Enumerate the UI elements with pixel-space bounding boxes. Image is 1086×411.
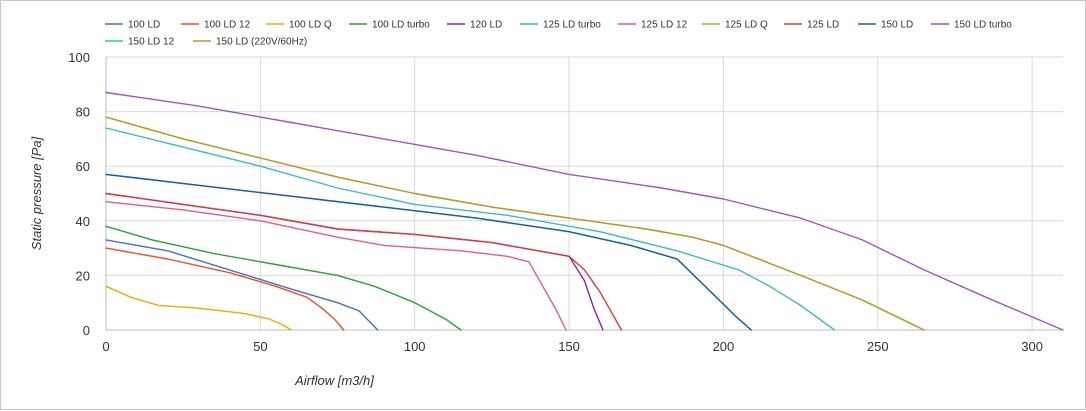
- legend-item[interactable]: 125 LD Q: [702, 20, 768, 31]
- legend-label: 125 LD turbo: [543, 20, 601, 31]
- grid-lines: [105, 56, 1063, 331]
- series-line-8[interactable]: [105, 192, 623, 331]
- x-tick-label: 250: [867, 339, 889, 354]
- x-tick-label: 50: [253, 339, 267, 354]
- legend-label: 120 LD: [470, 20, 502, 31]
- series-line-3[interactable]: [105, 225, 462, 331]
- legend[interactable]: 100 LD 100 LD 12 100 LD Q 100 LD turbo 120 L…: [105, 20, 1012, 48]
- legend-item[interactable]: 150 LD: [858, 20, 913, 31]
- legend-label: 100 LD Q: [289, 20, 332, 31]
- legend-item[interactable]: 125 LD turbo: [520, 20, 601, 31]
- legend-item[interactable]: 150 LD 12: [105, 37, 175, 48]
- y-tick-label: 80: [76, 105, 90, 120]
- series-line-6[interactable]: [105, 200, 567, 331]
- legend-label: 150 LD (220V/60Hz): [216, 37, 307, 48]
- legend-label: 125 LD 12: [641, 20, 688, 31]
- x-tick-label: 200: [713, 339, 735, 354]
- legend-item[interactable]: 125 LD 12: [618, 20, 688, 31]
- y-tick-label: 20: [76, 268, 90, 283]
- x-axis-title: Airflow [m3/h]: [294, 373, 374, 388]
- legend-label: 125 LD: [807, 20, 839, 31]
- y-axis-title: Static pressure [Pa]: [29, 136, 44, 250]
- series-line-10[interactable]: [105, 91, 1064, 331]
- y-tick-label: 0: [83, 323, 90, 338]
- legend-label: 150 LD turbo: [954, 20, 1012, 31]
- legend-label: 100 LD 12: [204, 20, 251, 31]
- legend-label: 125 LD Q: [725, 20, 768, 31]
- legend-item[interactable]: 100 LD Q: [266, 20, 332, 31]
- legend-label: 150 LD 12: [128, 37, 175, 48]
- x-tick-label: 0: [102, 339, 109, 354]
- series-line-9[interactable]: [105, 173, 752, 331]
- y-tick-label: 60: [76, 159, 90, 174]
- x-tick-label: 100: [404, 339, 426, 354]
- legend-item[interactable]: 125 LD: [784, 20, 839, 31]
- axes: 0 20 40 60 80 100 0 50 100 150 200 250 300: [68, 50, 1063, 354]
- legend-item[interactable]: 150 LD turbo: [931, 20, 1012, 31]
- y-tick-label: 100: [68, 50, 90, 65]
- legend-item[interactable]: 100 LD turbo: [349, 20, 430, 31]
- legend-label: 150 LD: [881, 20, 913, 31]
- series-line-11[interactable]: [105, 127, 836, 331]
- legend-item[interactable]: 100 LD 12: [181, 20, 251, 31]
- x-tick-label: 300: [1021, 339, 1043, 354]
- legend-label: 100 LD: [128, 20, 160, 31]
- legend-item[interactable]: 120 LD: [447, 20, 502, 31]
- legend-item[interactable]: 100 LD: [105, 20, 160, 31]
- legend-item[interactable]: 150 LD (220V/60Hz): [193, 37, 307, 48]
- series-lines: [105, 91, 1064, 331]
- series-line-12[interactable]: [105, 116, 925, 331]
- x-tick-label: 150: [558, 339, 580, 354]
- y-tick-label: 40: [76, 214, 90, 229]
- series-line-1[interactable]: [105, 247, 345, 331]
- series-line-0[interactable]: [105, 239, 379, 331]
- series-line-2[interactable]: [105, 285, 292, 331]
- legend-label: 100 LD turbo: [372, 20, 430, 31]
